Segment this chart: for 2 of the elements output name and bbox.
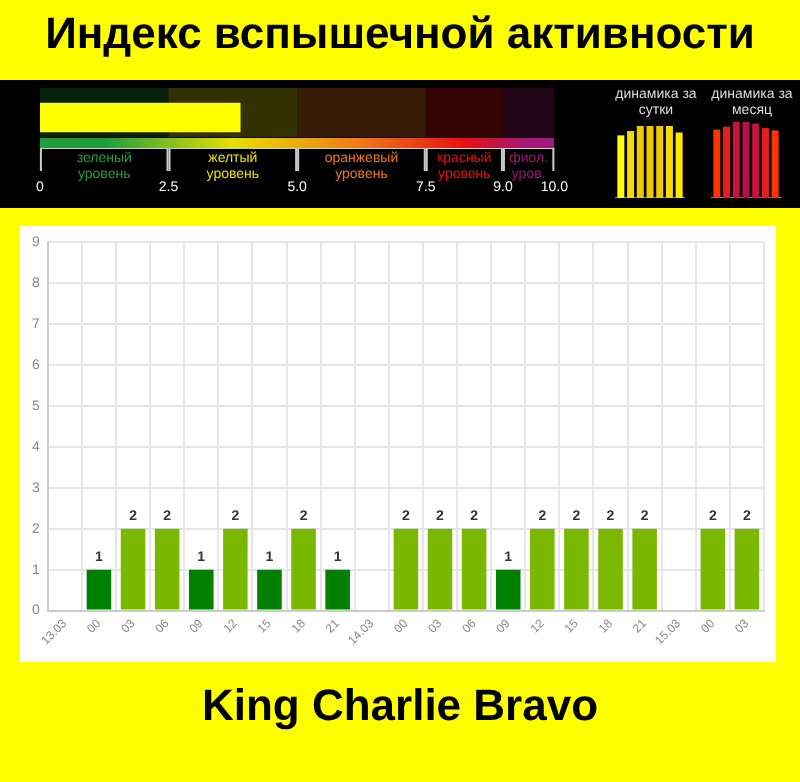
chart-title: Индекс вспышечной активности <box>43 8 757 60</box>
text: King Charlie Bravo <box>199 680 601 732</box>
